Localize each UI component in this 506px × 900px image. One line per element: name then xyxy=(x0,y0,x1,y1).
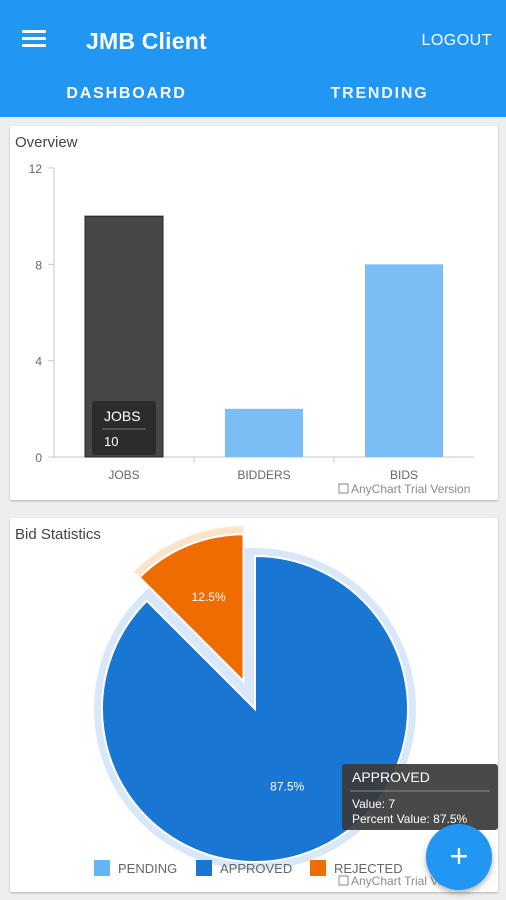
tooltip-title: JOBS xyxy=(104,408,141,424)
plus-icon: + xyxy=(449,838,469,874)
add-button[interactable]: + xyxy=(426,824,492,890)
approved-tooltip: APPROVED Value: 7 Percent Value: 87.5% xyxy=(342,764,498,830)
overview-bar-chart: 0 4 8 12 JOBS BIDDERS BIDS JOBS 10 AnyChart T… xyxy=(29,162,474,496)
tooltip-value: 10 xyxy=(104,434,118,449)
watermark-logo xyxy=(338,483,349,494)
tab-trending[interactable]: TRENDING xyxy=(330,85,429,102)
y-tick-label: 12 xyxy=(29,162,43,176)
bar-bids[interactable] xyxy=(365,264,443,457)
slice-approved[interactable] xyxy=(101,554,409,863)
y-tick-label: 0 xyxy=(35,451,42,465)
x-tick-label: BIDDERS xyxy=(237,468,290,482)
legend-label-approved[interactable]: APPROVED xyxy=(220,861,292,876)
y-tick-label: 4 xyxy=(35,355,42,369)
y-tick-label: 8 xyxy=(35,258,42,272)
legend-label-rejected[interactable]: REJECTED xyxy=(334,861,403,876)
overview-watermark: AnyChart Trial Version xyxy=(338,482,470,496)
overview-title: Overview xyxy=(15,134,78,151)
tooltip-bg xyxy=(342,764,498,830)
legend-swatch-approved[interactable] xyxy=(196,860,212,876)
watermark-logo xyxy=(338,875,349,886)
tooltip-bg xyxy=(92,401,156,455)
logout-button[interactable]: LOGOUT xyxy=(421,32,492,49)
overview-card: Overview 0 4 8 12 JOBS BIDDERS BIDS JOBS 10 A… xyxy=(10,126,498,500)
app-title: JMB Client xyxy=(86,28,207,54)
app-bar: JMB Client LOGOUT xyxy=(0,0,506,80)
slice-label: 87.5% xyxy=(270,780,304,794)
bid-statistics-card: Bid Statistics 87.5% 12.5% APPROVED Value… xyxy=(10,518,498,892)
bid-statistics-pie-chart: 87.5% 12.5% APPROVED Value: 7 Percent Val… xyxy=(94,526,498,888)
x-tick-label: JOBS xyxy=(108,468,139,482)
tab-dashboard[interactable]: DASHBOARD xyxy=(66,85,187,102)
jobs-tooltip: JOBS 10 xyxy=(92,401,156,455)
tooltip-title: APPROVED xyxy=(352,769,430,785)
legend-label-pending[interactable]: PENDING xyxy=(118,861,177,876)
tab-bar: DASHBOARD TRENDING xyxy=(0,80,506,117)
tooltip-percent: Percent Value: 87.5% xyxy=(352,812,468,826)
tooltip-value: Value: 7 xyxy=(352,797,395,811)
watermark-text: AnyChart Trial Version xyxy=(351,482,470,496)
slice-label: 12.5% xyxy=(192,590,226,604)
slice-rejected[interactable] xyxy=(138,533,245,684)
x-tick-label: BIDS xyxy=(390,468,418,482)
tab-indicator xyxy=(0,114,253,117)
bar-bidders[interactable] xyxy=(225,408,303,457)
legend-swatch-pending[interactable] xyxy=(94,860,110,876)
bid-statistics-title: Bid Statistics xyxy=(15,526,101,543)
legend-swatch-rejected[interactable] xyxy=(310,860,326,876)
menu-icon[interactable] xyxy=(22,30,46,50)
